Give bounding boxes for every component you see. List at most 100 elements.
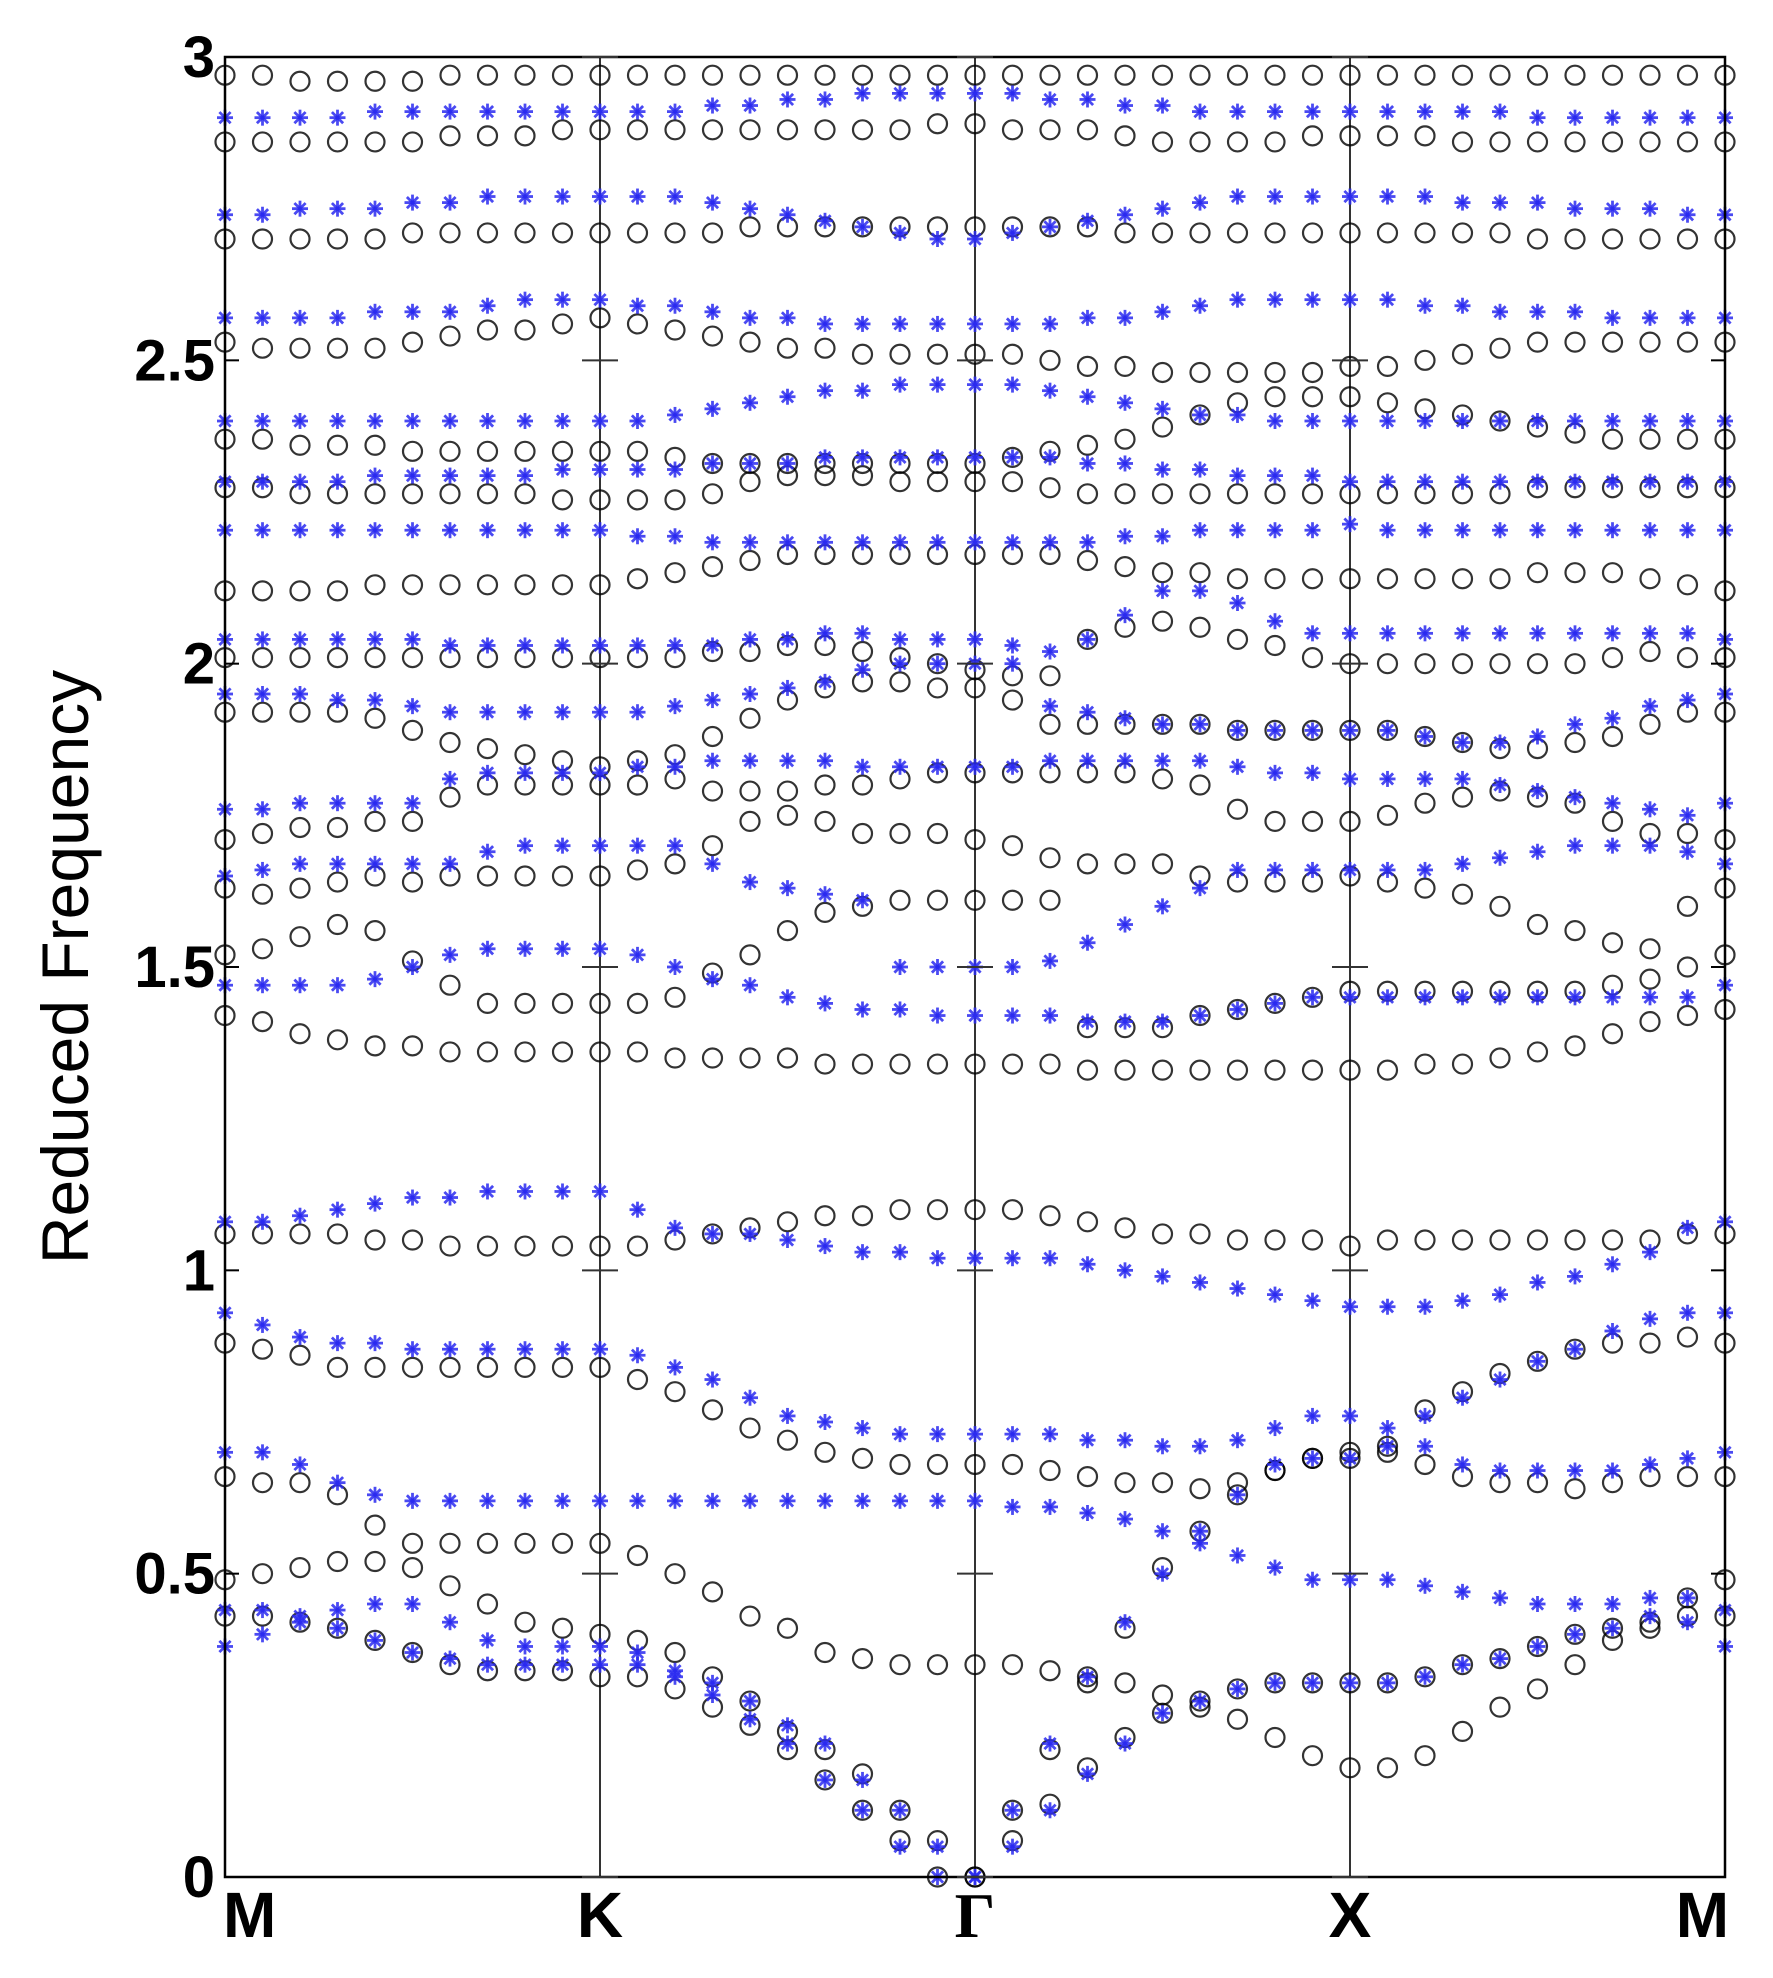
circle-marker bbox=[589, 865, 611, 887]
star-marker bbox=[367, 103, 383, 120]
star-marker bbox=[854, 85, 871, 102]
star-marker bbox=[367, 522, 383, 539]
star-marker bbox=[742, 534, 758, 551]
circle-marker bbox=[664, 222, 686, 244]
circle-marker bbox=[701, 835, 724, 857]
star-marker bbox=[929, 231, 946, 247]
star-marker bbox=[1379, 989, 1396, 1006]
circle-marker bbox=[1339, 1235, 1361, 1257]
star-marker bbox=[1454, 855, 1471, 872]
star-marker bbox=[1117, 752, 1133, 769]
star-marker bbox=[367, 1335, 383, 1352]
star-marker bbox=[1304, 1571, 1321, 1588]
circle-marker bbox=[626, 568, 649, 590]
circle-marker bbox=[926, 1199, 949, 1221]
circle-marker bbox=[1676, 1465, 1699, 1488]
star-marker bbox=[704, 303, 721, 320]
star-marker bbox=[817, 382, 833, 399]
star-marker bbox=[254, 1213, 271, 1230]
circle-marker bbox=[889, 671, 911, 693]
star-marker bbox=[1529, 303, 1546, 320]
star-marker bbox=[854, 1771, 871, 1788]
star-marker bbox=[967, 631, 983, 648]
circle-marker bbox=[1226, 222, 1249, 244]
star-marker bbox=[1567, 625, 1583, 642]
circle-marker bbox=[1151, 853, 1174, 875]
star-marker bbox=[1529, 413, 1546, 429]
star-marker bbox=[1417, 1298, 1433, 1315]
circle-marker bbox=[889, 64, 911, 86]
star-marker bbox=[1117, 455, 1133, 472]
star-marker bbox=[1042, 1007, 1058, 1024]
circle-marker bbox=[551, 489, 574, 511]
star-marker bbox=[1642, 1244, 1658, 1261]
circle-marker bbox=[926, 1654, 949, 1676]
star-marker bbox=[854, 534, 871, 551]
star-marker bbox=[892, 1001, 908, 1018]
circle-marker bbox=[514, 1356, 536, 1379]
circle-marker bbox=[851, 119, 874, 141]
star-marker bbox=[892, 631, 908, 648]
star-marker bbox=[442, 467, 458, 484]
circle-marker bbox=[701, 780, 724, 802]
circle-marker bbox=[626, 859, 649, 881]
star-marker bbox=[667, 758, 683, 775]
circle-marker bbox=[401, 574, 424, 596]
star-marker bbox=[1042, 1735, 1058, 1752]
circle-marker bbox=[1414, 1053, 1436, 1075]
star-marker bbox=[1567, 837, 1583, 854]
star-marker bbox=[1192, 522, 1208, 539]
star-marker bbox=[517, 522, 533, 539]
star-marker bbox=[1342, 770, 1358, 787]
star-marker bbox=[367, 1596, 383, 1612]
star-marker bbox=[1079, 1256, 1096, 1273]
circle-marker bbox=[589, 119, 611, 141]
circle-marker bbox=[626, 119, 649, 141]
circle-marker bbox=[1039, 64, 1061, 86]
circle-marker bbox=[251, 701, 274, 723]
star-marker bbox=[629, 1492, 646, 1509]
star-marker bbox=[1492, 1650, 1508, 1667]
circle-marker bbox=[1226, 1484, 1249, 1506]
star-marker bbox=[1529, 194, 1546, 211]
star-marker bbox=[1154, 97, 1171, 114]
star-marker bbox=[742, 455, 758, 472]
circle-marker bbox=[1114, 125, 1136, 147]
star-marker bbox=[442, 303, 458, 320]
star-marker bbox=[1192, 1007, 1208, 1024]
star-marker bbox=[1642, 1456, 1658, 1473]
circle-marker bbox=[1489, 568, 1511, 590]
star-marker bbox=[779, 880, 796, 897]
star-marker bbox=[1304, 413, 1321, 429]
star-marker bbox=[967, 1250, 983, 1267]
x-tick-label: K bbox=[577, 1879, 623, 1951]
star-marker bbox=[779, 752, 796, 769]
circle-marker bbox=[1114, 1059, 1136, 1081]
circle-marker bbox=[326, 1029, 349, 1051]
circle-marker bbox=[701, 1581, 724, 1603]
circle-marker bbox=[476, 1356, 499, 1379]
circle-marker bbox=[1564, 919, 1586, 942]
star-marker bbox=[1229, 1001, 1246, 1018]
star-marker bbox=[1379, 188, 1396, 205]
star-marker bbox=[517, 291, 533, 308]
circle-marker bbox=[1264, 719, 1286, 742]
star-marker bbox=[1267, 467, 1283, 484]
star-marker bbox=[667, 1219, 683, 1236]
circle-marker bbox=[1564, 1035, 1586, 1057]
star-marker bbox=[892, 376, 908, 393]
circle-marker bbox=[1151, 1684, 1174, 1706]
circle-marker bbox=[1414, 725, 1436, 748]
star-marker bbox=[629, 461, 646, 478]
circle-marker bbox=[289, 1344, 311, 1366]
circle-marker bbox=[589, 574, 611, 596]
star-marker bbox=[779, 91, 796, 108]
star-marker bbox=[1079, 1432, 1096, 1449]
star-marker bbox=[254, 522, 271, 539]
star-marker bbox=[479, 413, 496, 429]
star-marker bbox=[554, 522, 571, 539]
circle-marker bbox=[1489, 410, 1511, 432]
star-marker bbox=[1454, 1456, 1471, 1473]
star-marker bbox=[1417, 297, 1433, 314]
star-marker bbox=[667, 1492, 683, 1509]
